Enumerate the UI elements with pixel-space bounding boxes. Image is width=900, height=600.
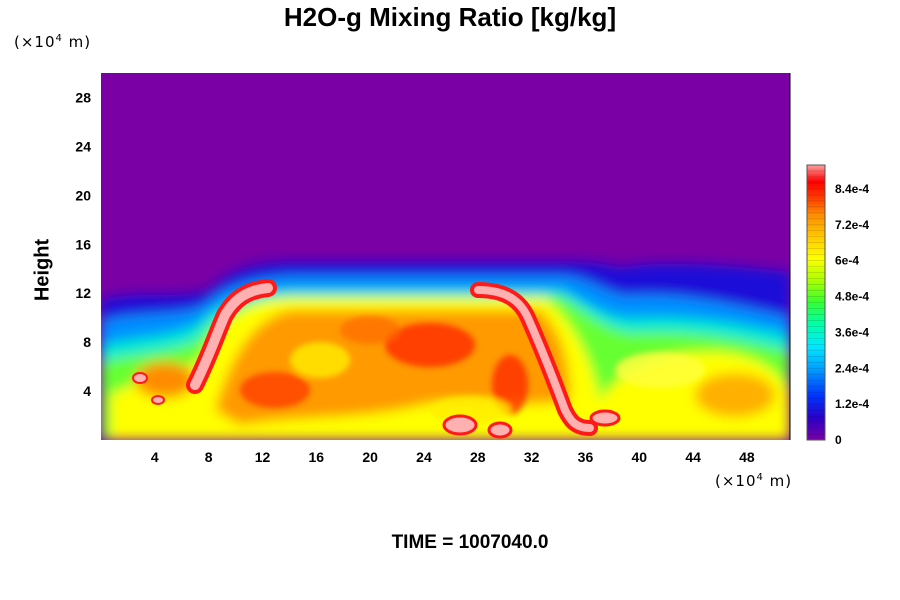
colorbar-label: 2.4e-4 xyxy=(835,361,869,375)
pink-blob-left-1 xyxy=(132,372,148,384)
x-tick-label: 12 xyxy=(255,449,271,465)
red-patch-4 xyxy=(340,316,400,344)
x-tick-label: 16 xyxy=(309,449,325,465)
plume-left-pink xyxy=(190,283,273,390)
colorbar-label: 3.6e-4 xyxy=(835,325,869,339)
time-footer: TIME = 1007040.0 xyxy=(391,532,549,553)
colorbar-labels: 0 1.2e-4 2.4e-4 3.6e-4 4.8e-4 6e-4 7.2e-4 8.4e-… xyxy=(835,182,869,447)
y-tick-label: 28 xyxy=(75,89,91,105)
colorbar-stripes xyxy=(807,170,825,435)
y-unit-exp: 4 xyxy=(55,33,63,44)
colorbar-label: 8.4e-4 xyxy=(835,182,869,196)
pink-blob-bottom-3 xyxy=(589,409,621,427)
x-tick-label: 48 xyxy=(739,449,755,465)
colorbar-label: 0 xyxy=(835,433,842,447)
pink-blob-left-2 xyxy=(151,395,165,405)
x-tick-label: 4 xyxy=(151,449,159,465)
yellow-patch-1 xyxy=(290,342,350,378)
x-unit-suffix: m) xyxy=(763,472,793,490)
x-axis-unit: (×104 m) xyxy=(715,472,792,490)
y-tick-label: 12 xyxy=(75,285,91,301)
chart-title: H2O-g Mixing Ratio [kg/kg] xyxy=(283,2,617,32)
orange-patch-right xyxy=(695,373,775,417)
colorbar-label: 7.2e-4 xyxy=(835,218,869,232)
x-axis-ticks: 4 8 12 16 20 24 28 32 36 40 44 48 xyxy=(151,449,755,465)
y-tick-label: 16 xyxy=(75,236,91,252)
x-tick-label: 8 xyxy=(205,449,213,465)
colorbar-gradient xyxy=(806,164,826,441)
x-tick-label: 40 xyxy=(631,449,647,465)
colorbar-label: 6e-4 xyxy=(835,254,859,268)
x-tick-label: 24 xyxy=(416,449,432,465)
y-tick-label: 24 xyxy=(75,138,91,154)
y-tick-label: 4 xyxy=(83,383,91,399)
y-tick-label: 8 xyxy=(83,334,91,350)
y-unit-prefix: (×10 xyxy=(14,33,56,51)
x-unit-prefix: (×10 xyxy=(715,472,757,490)
orange-patch-left xyxy=(135,362,195,398)
y-tick-label: 20 xyxy=(75,187,91,203)
colorbar-label: 4.8e-4 xyxy=(835,290,869,304)
x-tick-label: 36 xyxy=(578,449,594,465)
x-tick-label: 20 xyxy=(362,449,378,465)
red-patch-2 xyxy=(240,372,310,408)
x-tick-label: 28 xyxy=(470,449,486,465)
y-unit-suffix: m) xyxy=(62,33,92,51)
red-patch-3 xyxy=(492,355,528,415)
plume-right-pink xyxy=(474,286,594,432)
x-tick-label: 44 xyxy=(685,449,701,465)
heatmap-field xyxy=(101,73,790,440)
y-axis-unit: (×104 m) xyxy=(14,33,91,51)
x-unit-exp: 4 xyxy=(756,472,764,483)
colorbar: 0 1.2e-4 2.4e-4 3.6e-4 4.8e-4 6e-4 7.2e-4 8.4e-… xyxy=(806,164,869,447)
pink-blob-bottom-2 xyxy=(487,421,513,439)
pink-blob-bottom-1 xyxy=(442,414,478,436)
y-axis-ticks: 4 8 12 16 20 24 28 xyxy=(75,89,91,399)
colorbar-label: 1.2e-4 xyxy=(835,397,869,411)
yellow-patch-3 xyxy=(615,352,705,388)
red-patch-1 xyxy=(385,323,475,367)
x-tick-label: 32 xyxy=(524,449,540,465)
